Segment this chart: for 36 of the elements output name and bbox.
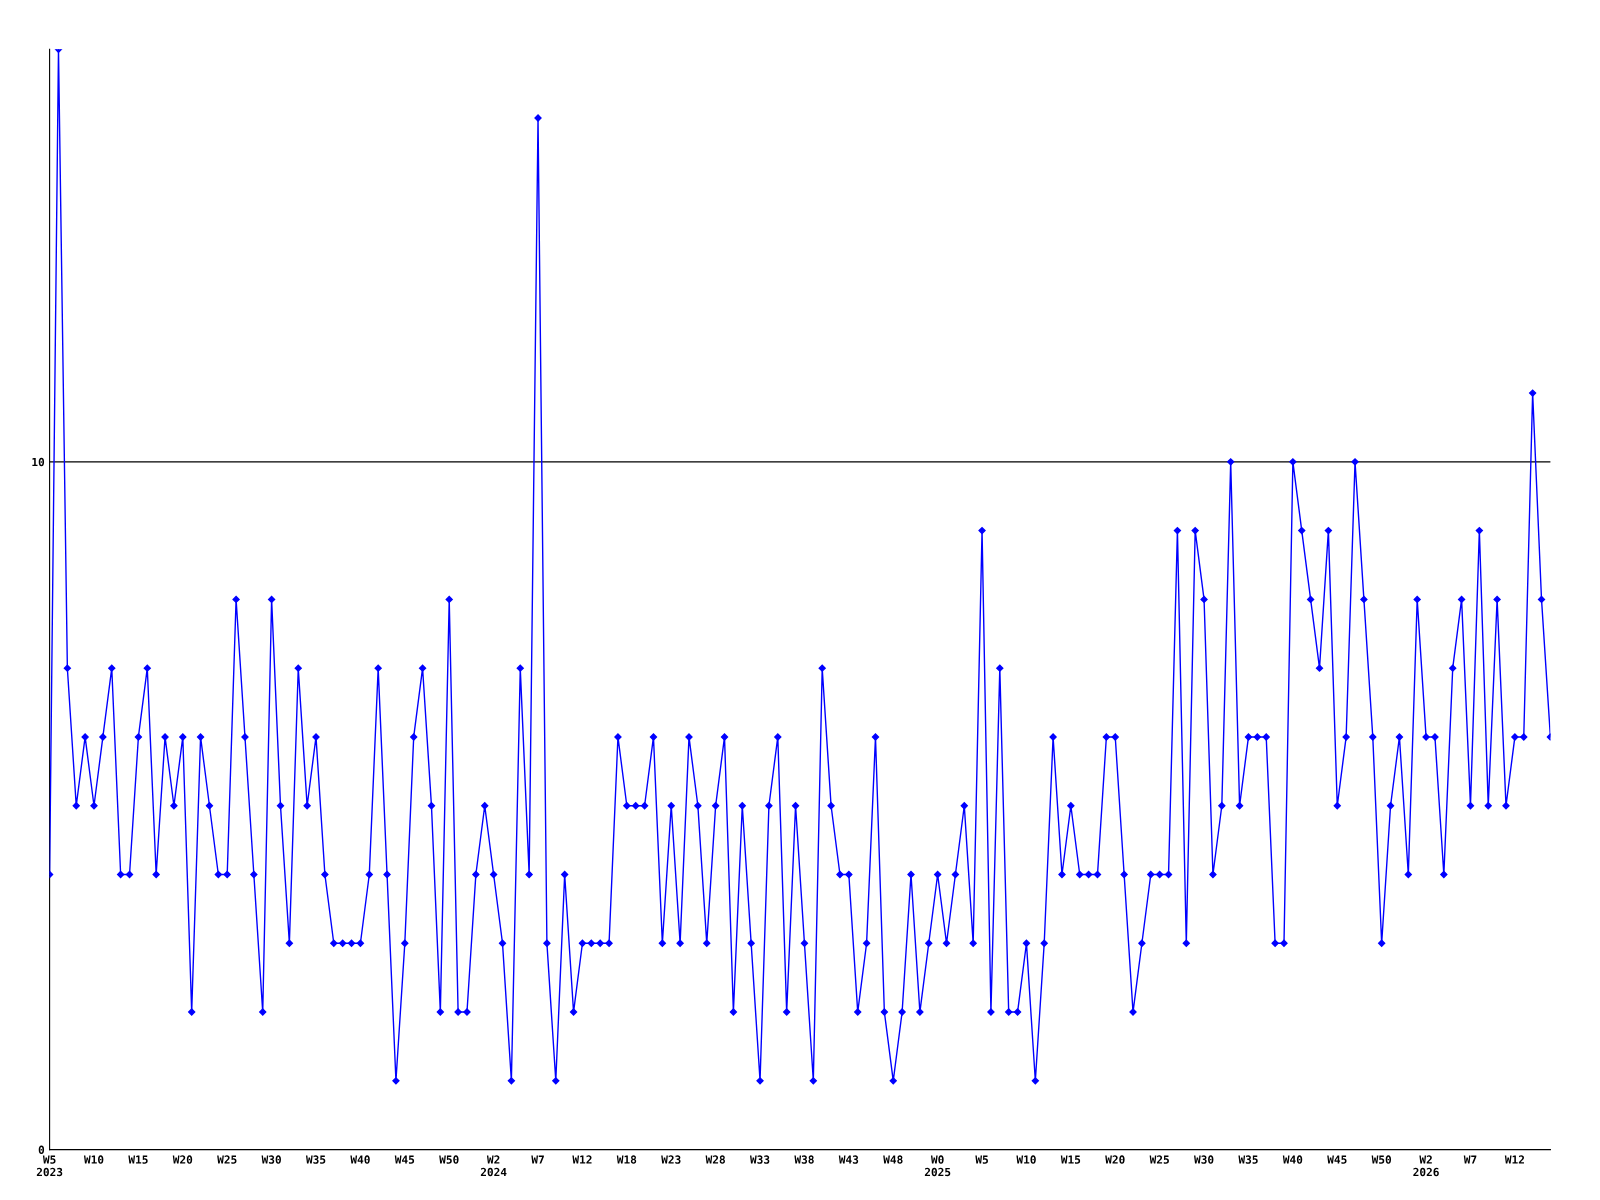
x-tick-label: W50 (439, 1155, 459, 1164)
x-tick-label: W28 (705, 1155, 725, 1164)
x-tick-label: W25 (1149, 1155, 1169, 1164)
x-tick-label: W20 (172, 1155, 193, 1164)
x-tick-label: W38 (794, 1155, 814, 1164)
x-tick-label: W15 (128, 1155, 148, 1164)
x-tick-label: W45 (1327, 1155, 1347, 1164)
x-tick-label: W40 (1282, 1155, 1303, 1164)
x-tick-label: W23 (661, 1155, 681, 1164)
x-tick-label: W43 (838, 1155, 859, 1164)
x-tick-label: W15 (1060, 1155, 1081, 1164)
y-tick-label: 0 (38, 1145, 45, 1154)
x-tick-label: W10 (83, 1155, 104, 1164)
x-tick-label: W10 (1016, 1155, 1036, 1164)
x-tick-label: W12 (572, 1155, 592, 1164)
x-tick-label: W0 2025 (924, 1155, 951, 1177)
x-tick-label: W33 (750, 1155, 770, 1164)
x-tick-label: W2 2026 (1413, 1155, 1439, 1177)
x-tick-label: W18 (616, 1155, 637, 1164)
y-tick-label: 10 (32, 457, 45, 467)
x-tick-label: W7 (531, 1155, 544, 1164)
x-tick-label: W48 (883, 1155, 903, 1164)
x-tick-label: W7 (1463, 1155, 1477, 1164)
x-tick-label: W20 (1105, 1155, 1125, 1164)
x-tick-label: W5 (975, 1155, 988, 1164)
x-tick-label: W5 2023 (36, 1155, 63, 1177)
x-tick-label: W25 (217, 1155, 237, 1164)
x-tick-label: W12 (1504, 1155, 1524, 1164)
x-tick-label: W2 2024 (480, 1155, 507, 1177)
x-tick-label: W30 (1194, 1155, 1214, 1164)
x-tick-label: W40 (350, 1155, 370, 1164)
x-tick-label: W35 (1238, 1155, 1258, 1164)
x-tick-label: W45 (394, 1155, 415, 1164)
x-tick-label: W35 (305, 1155, 326, 1164)
x-tick-label: W50 (1371, 1155, 1392, 1164)
x-tick-label: W30 (261, 1155, 281, 1164)
